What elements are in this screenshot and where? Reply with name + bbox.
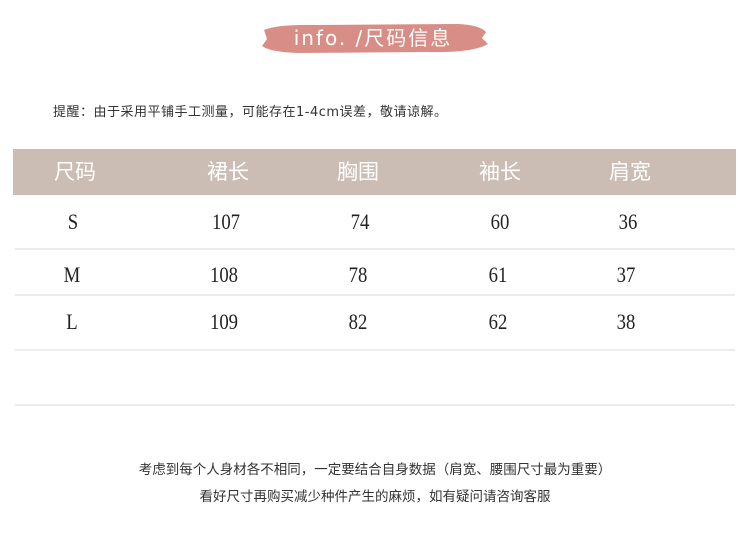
row-divider (15, 248, 735, 250)
row-divider (15, 404, 735, 406)
table-cell: 82 (348, 309, 368, 334)
row-divider (15, 294, 735, 296)
column-header: 裙长 (207, 160, 249, 184)
table-cell: 78 (348, 262, 368, 287)
brush-stroke-background (262, 24, 488, 53)
footer-line-1: 考虑到每个人身材各不相同，一定要结合自身数据（肩宽、腰围尺寸最为重要） (138, 462, 612, 478)
table-cell: 108 (209, 262, 239, 287)
table-header: 尺码 裙长 胸围 袖长 肩宽 (13, 149, 736, 195)
row-divider (15, 349, 735, 351)
banner-title: info. /尺码信息 (293, 26, 453, 50)
table-cell: 37 (616, 262, 636, 287)
footer-line-2: 看好尺寸再购买减少种件产生的麻烦，如有疑问请咨询客服 (199, 489, 551, 505)
column-header: 肩宽 (609, 160, 651, 184)
table-cell: M (63, 262, 81, 287)
table-cell: 61 (488, 262, 508, 287)
table-cell: 74 (350, 209, 370, 234)
measurement-note: 提醒：由于采用平铺手工测量，可能存在1-4cm误差，敬请谅解。 (53, 105, 448, 120)
table-cell: 60 (490, 209, 510, 234)
table-cell: S (67, 209, 79, 234)
table-cell: 38 (616, 309, 636, 334)
column-header: 尺码 (54, 160, 96, 184)
table-cell: L (66, 309, 78, 334)
table-cell: 62 (488, 309, 508, 334)
table-cell: 107 (211, 209, 241, 234)
title-banner: info. /尺码信息 (258, 22, 488, 54)
table-cell: 109 (209, 309, 239, 334)
column-header: 袖长 (479, 160, 521, 184)
table-cell: 36 (618, 209, 638, 234)
column-header: 胸围 (337, 160, 379, 184)
